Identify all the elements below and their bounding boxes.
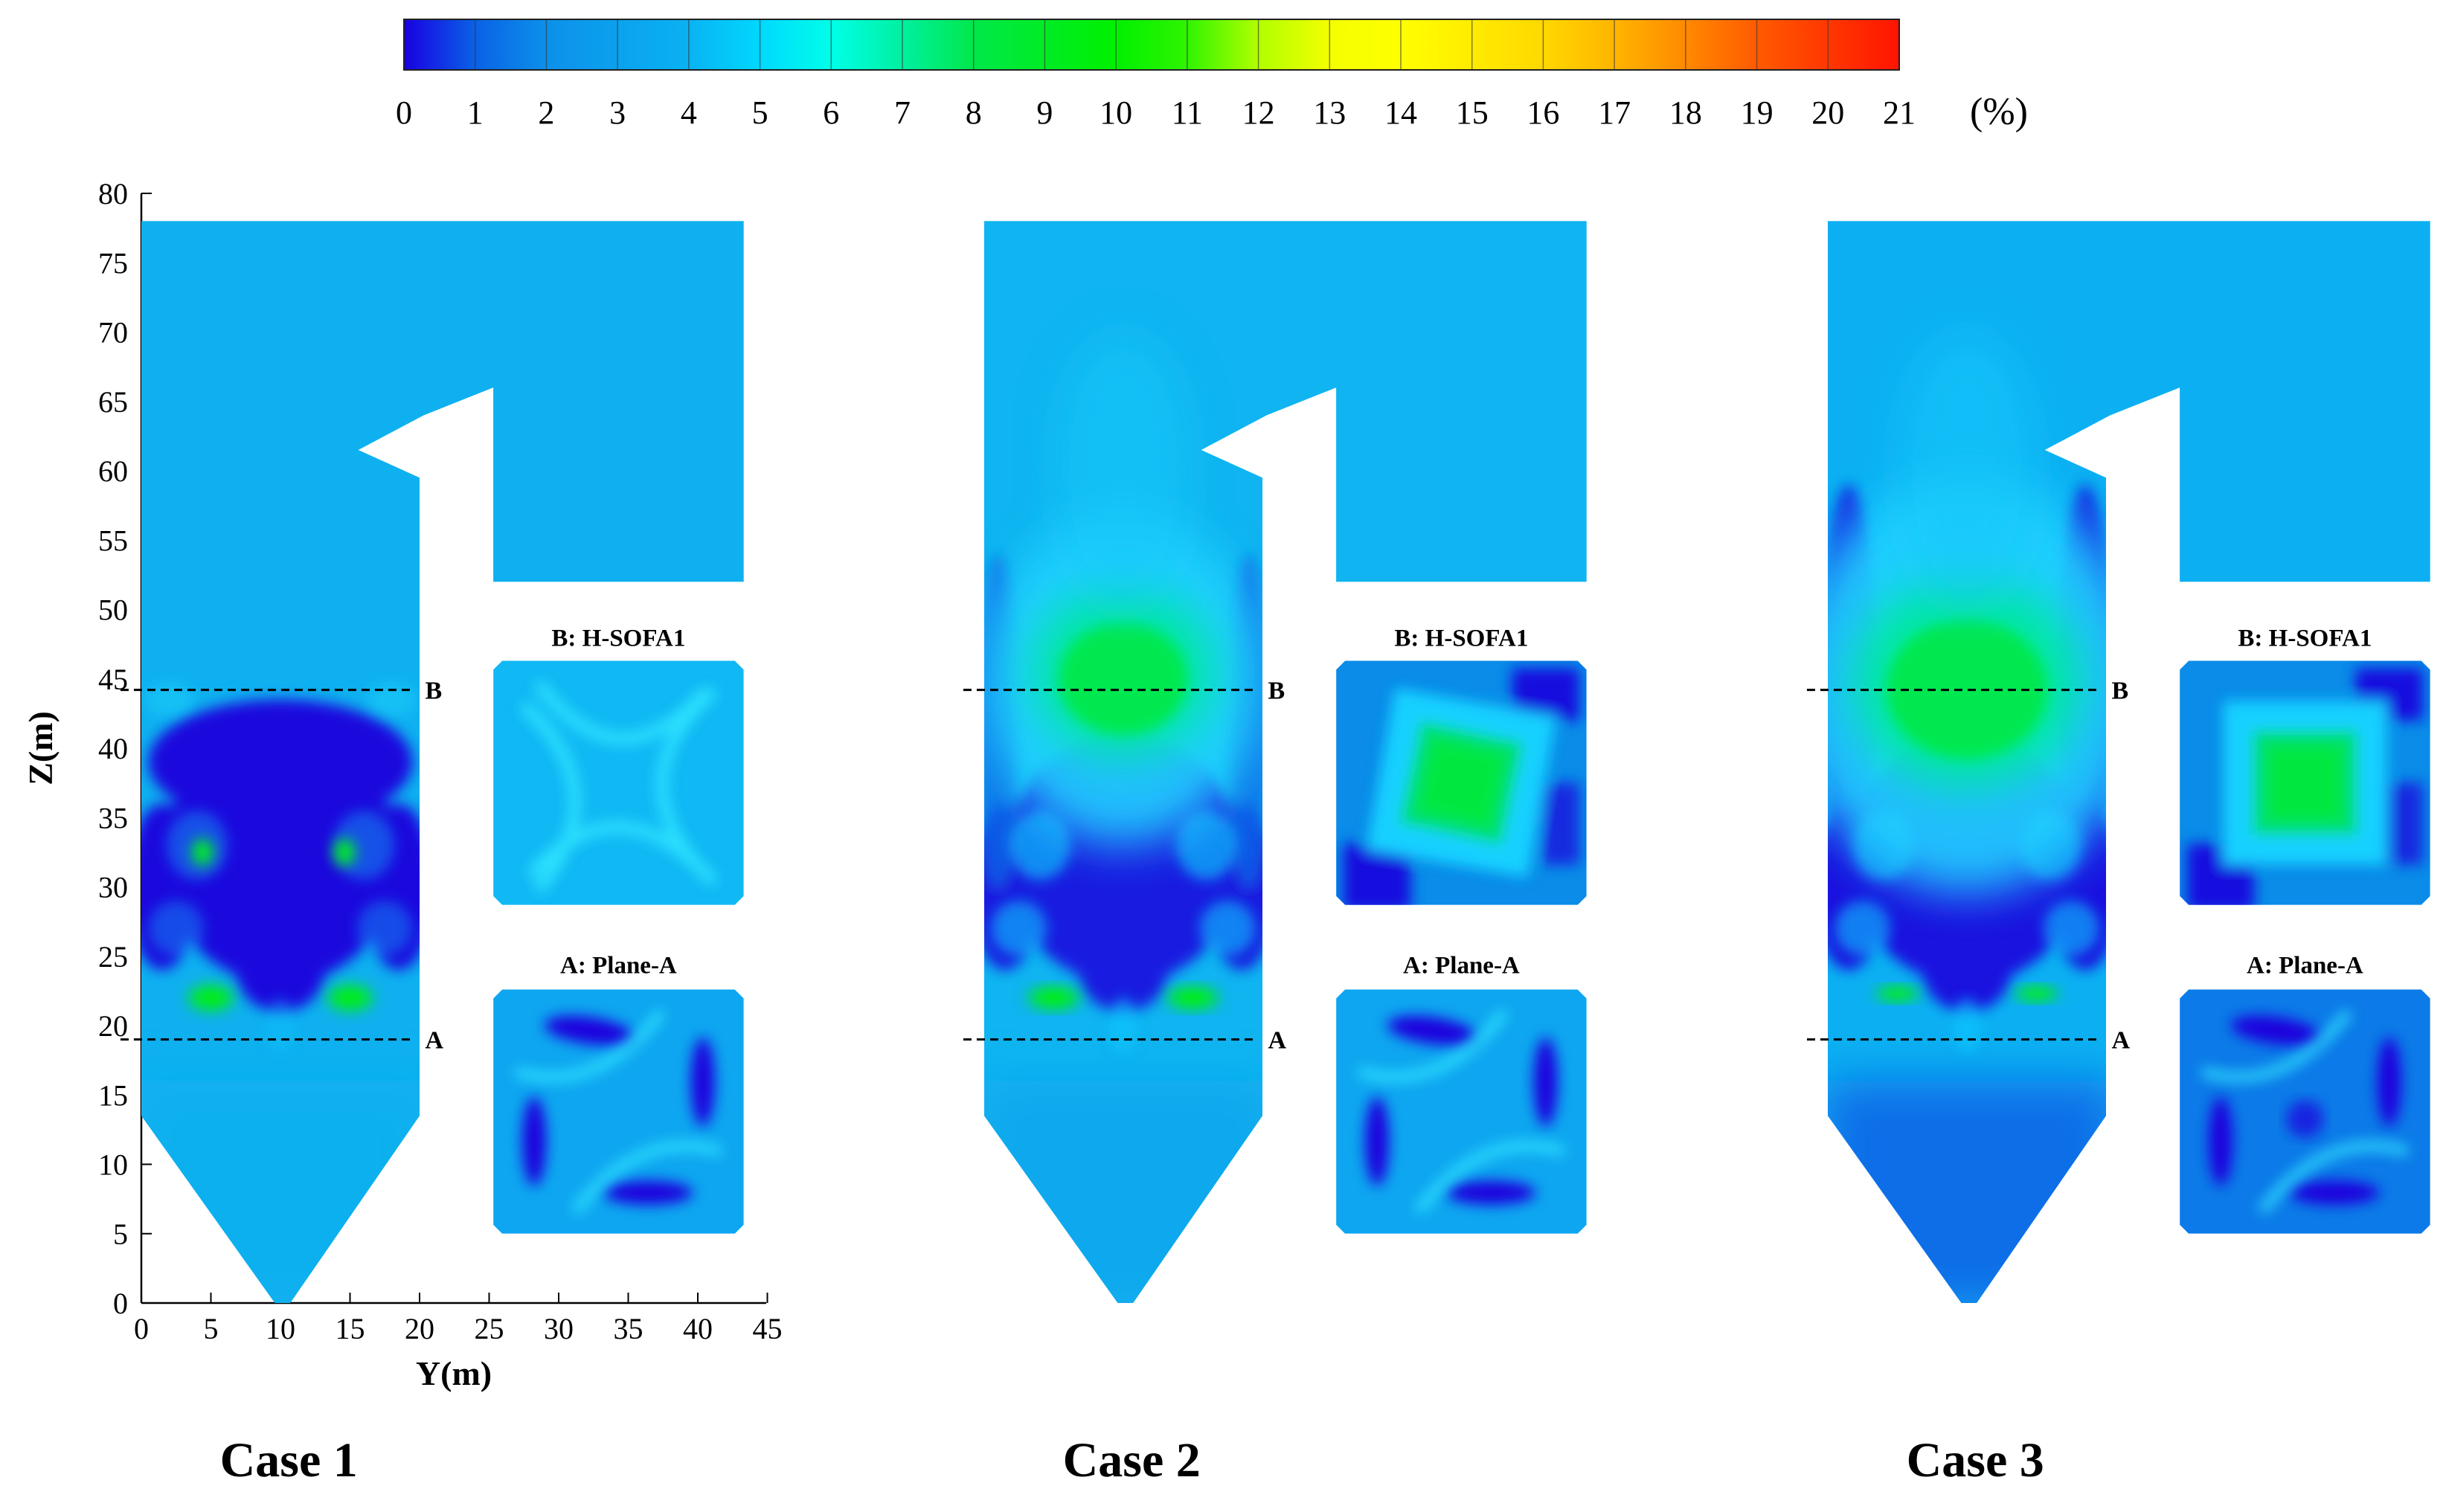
x-axis-label: Y(m) <box>416 1354 492 1392</box>
plane-a-contour <box>2180 989 2430 1234</box>
y-tick-label: 30 <box>98 871 128 904</box>
y-tick-label: 65 <box>98 385 128 419</box>
x-tick-label: 10 <box>266 1312 295 1345</box>
colorbar-tick-label: 14 <box>1384 94 1417 131</box>
colorbar-dividers <box>474 19 1829 70</box>
colorbar-tick-label: 2 <box>538 94 554 131</box>
colorbar-tick-label: 8 <box>966 94 982 131</box>
y-tick-label: 10 <box>98 1148 128 1182</box>
y-tick-label: 60 <box>98 454 128 488</box>
colorbar-tick-label: 16 <box>1527 94 1559 131</box>
colorbar-tick-label: 7 <box>894 94 911 131</box>
y-tick-label: 20 <box>98 1009 128 1043</box>
x-tick-label: 0 <box>134 1312 149 1345</box>
x-tick-label: 30 <box>544 1312 574 1345</box>
plane-title: B: H-SOFA1 <box>2238 625 2372 652</box>
colorbar-tick-label: 0 <box>396 94 412 131</box>
case-title: Case 2 <box>1063 1433 1201 1487</box>
section-line-label: A <box>1268 1027 1286 1055</box>
y-tick-label: 75 <box>98 246 128 280</box>
y-tick-label: 40 <box>98 732 128 765</box>
plane-title: A: Plane-A <box>560 953 677 979</box>
x-tick-label: 35 <box>614 1312 643 1345</box>
y-tick-label: 80 <box>98 177 128 210</box>
colorbar-tick-label: 1 <box>467 94 484 131</box>
colorbar-tick-label: 6 <box>823 94 839 131</box>
colorbar-unit: (%) <box>1970 91 2028 133</box>
section-line-label: A <box>2111 1027 2130 1055</box>
x-tick-label: 15 <box>336 1312 365 1345</box>
colorbar-tick-label: 19 <box>1741 94 1773 131</box>
case-panel: B A B: H-SOFA1 A: Plane-A Case 3 <box>1806 221 2430 1487</box>
x-tick-label: 45 <box>753 1312 783 1345</box>
colorbar-tick-label: 13 <box>1313 94 1346 131</box>
plane-title: A: Plane-A <box>2247 953 2363 979</box>
y-tick-label: 0 <box>113 1287 128 1320</box>
case-title: Case 3 <box>1907 1433 2044 1487</box>
x-tick-label: 25 <box>475 1312 504 1345</box>
plane-title: B: H-SOFA1 <box>551 625 685 652</box>
plane-b-contour <box>493 660 744 905</box>
colorbar: 0 1 2 3 4 5 6 7 8 9 10 11 12 13 14 15 16 17 18 19 20 21 (%) <box>396 19 2028 133</box>
section-line-label: A <box>425 1027 443 1055</box>
case-panel: B A B: H-SOFA1 A: Plane-A Case 1 <box>120 221 744 1487</box>
colorbar-tick-label: 21 <box>1883 94 1916 131</box>
section-line-label: B <box>2111 678 2128 705</box>
y-tick-label: 50 <box>98 593 128 627</box>
colorbar-gradient <box>403 19 1900 71</box>
y-tick-label: 70 <box>98 316 128 350</box>
colorbar-tick-label: 4 <box>681 94 697 131</box>
colorbar-tick-label: 5 <box>752 94 768 131</box>
y-tick-label: 15 <box>98 1078 128 1112</box>
colorbar-tick-labels: 0 1 2 3 4 5 6 7 8 9 10 11 12 13 14 15 16 17 18 19 20 21 <box>396 94 1916 131</box>
colorbar-tick-label: 15 <box>1456 94 1489 131</box>
colorbar-tick-label: 3 <box>609 94 626 131</box>
colorbar-tick-label: 17 <box>1598 94 1631 131</box>
colorbar-tick-label: 11 <box>1172 94 1203 131</box>
x-tick-label: 5 <box>204 1312 219 1345</box>
plane-title: B: H-SOFA1 <box>1394 625 1528 652</box>
plane-b-contour <box>1336 660 1587 905</box>
colorbar-tick-label: 10 <box>1100 94 1132 131</box>
plane-b-contour <box>2180 660 2430 905</box>
y-tick-label: 5 <box>113 1217 128 1251</box>
x-ticks: 0 5 10 15 20 25 30 35 40 45 <box>134 1293 783 1345</box>
colorbar-tick-label: 18 <box>1669 94 1702 131</box>
plane-a-contour <box>493 989 744 1234</box>
x-tick-label: 40 <box>683 1312 713 1345</box>
colorbar-tick-label: 9 <box>1036 94 1053 131</box>
axes: 0 5 10 15 20 25 30 35 40 45 50 55 60 65 70 75 80 0 5 10 15 2… <box>22 177 783 1392</box>
y-axis-label: Z(m) <box>22 711 60 785</box>
case-title: Case 1 <box>220 1433 358 1487</box>
case-panel: B A B: H-SOFA1 A: Plane-A Case 2 <box>963 221 1587 1487</box>
colorbar-tick-label: 20 <box>1811 94 1844 131</box>
section-line-label: B <box>1268 678 1285 705</box>
y-tick-label: 55 <box>98 524 128 557</box>
section-line-label: B <box>425 678 442 705</box>
cases: B A B: H-SOFA1 A: Plane-A Case 1 B A B: H-SOFA1… <box>120 221 2430 1487</box>
plane-a-contour <box>1336 989 1587 1234</box>
x-tick-label: 20 <box>405 1312 434 1345</box>
plane-title: A: Plane-A <box>1403 953 1520 979</box>
y-tick-label: 25 <box>98 940 128 974</box>
colorbar-tick-label: 12 <box>1242 94 1275 131</box>
y-tick-label: 35 <box>98 801 128 834</box>
